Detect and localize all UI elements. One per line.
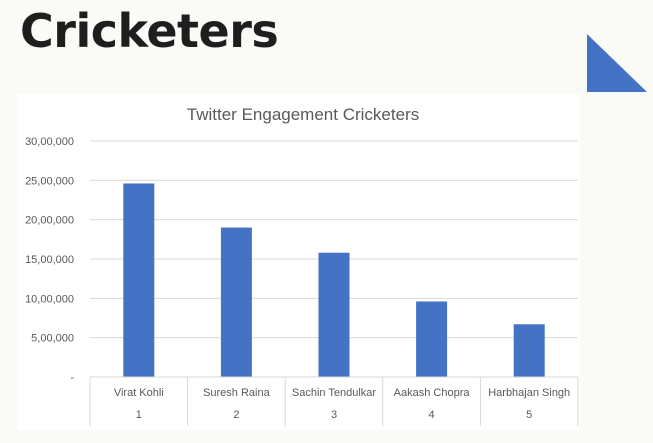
y-tick-label: - [70, 372, 74, 384]
x-tick-label: Virat Kohli [114, 387, 164, 399]
y-tick-label: 20,00,000 [25, 215, 74, 227]
y-tick-label: 15,00,000 [25, 254, 74, 266]
bars [123, 183, 545, 377]
y-tick-label: 10,00,000 [25, 293, 74, 305]
x-tick-label: Sachin Tendulkar [292, 387, 377, 399]
y-tick-label: 5,00,000 [31, 333, 74, 345]
slide-title: Cricketers [20, 4, 279, 58]
chart-title: Twitter Engagement Cricketers [187, 105, 419, 124]
y-axis-ticks: - 5,00,000 10,00,000 15,00,000 20,00,000 25,0… [25, 136, 74, 384]
chart-panel: Twitter Engagement Cricketers - 5,00,000 1… [17, 94, 580, 430]
bar-5 [513, 324, 545, 377]
x-tick-number: 4 [429, 409, 435, 421]
bar-1 [123, 183, 155, 377]
bar-chart: Twitter Engagement Cricketers - 5,00,000 1… [25, 105, 579, 426]
x-axis: Virat Kohli 1 Suresh Raina 2 Sachin Tendulka… [89, 376, 579, 426]
x-tick-number: 2 [233, 409, 239, 421]
x-tick-label: Aakash Chopra [394, 387, 471, 399]
bar-2 [220, 227, 252, 377]
corner-triangle-decoration [587, 34, 647, 92]
x-tick-number: 3 [331, 409, 337, 421]
bar-4 [416, 301, 448, 377]
y-tick-label: 30,00,000 [25, 136, 74, 148]
x-tick-number: 1 [136, 409, 142, 421]
x-tick-label: Harbhajan Singh [488, 387, 570, 399]
x-tick-number: 5 [526, 409, 532, 421]
y-tick-label: 25,00,000 [25, 175, 74, 187]
x-tick-label: Suresh Raina [203, 387, 271, 399]
bar-3 [318, 252, 350, 377]
